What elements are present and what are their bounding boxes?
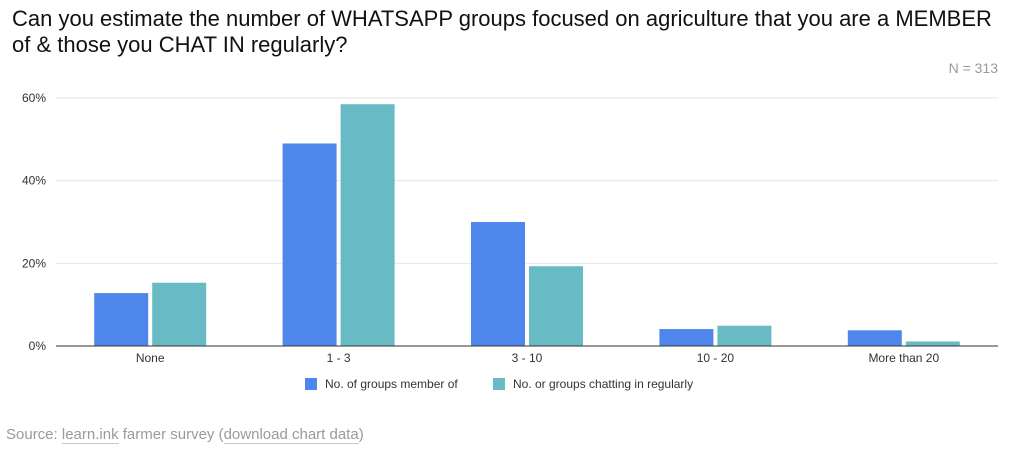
- legend-label: No. or groups chatting in regularly: [513, 377, 693, 391]
- source-prefix: Source:: [6, 426, 62, 443]
- bar: [152, 282, 207, 346]
- y-tick-label: 20%: [22, 256, 46, 270]
- x-tick-label: 1 - 3: [327, 351, 351, 365]
- bar: [94, 293, 149, 346]
- y-tick-label: 60%: [22, 91, 46, 105]
- source-middle: farmer survey (: [118, 426, 224, 443]
- x-tick-label: None: [136, 351, 165, 365]
- y-tick-label: 0%: [29, 339, 47, 353]
- bar: [529, 266, 583, 346]
- y-tick-label: 40%: [22, 174, 46, 188]
- bar: [659, 329, 714, 346]
- source-suffix: ): [358, 426, 364, 443]
- legend-label: No. of groups member of: [325, 377, 458, 391]
- bar: [905, 341, 960, 346]
- download-chart-data-link[interactable]: download chart data: [223, 426, 359, 444]
- source-line: Source: learn.ink farmer survey (downloa…: [6, 426, 364, 444]
- learn-ink-link[interactable]: learn.ink: [61, 426, 119, 444]
- bar: [717, 325, 772, 346]
- x-tick-label: 10 - 20: [697, 351, 735, 365]
- sample-size-label: N = 313: [948, 60, 998, 76]
- x-tick-label: 3 - 10: [512, 351, 543, 365]
- legend-swatch: [493, 378, 505, 390]
- bar: [847, 330, 902, 346]
- legend-swatch: [305, 378, 317, 390]
- bar: [471, 222, 525, 346]
- bar-chart: 0% 20% 40% 60% None 1 - 3 3 - 10 10 - 20 More th…: [22, 91, 998, 391]
- bar: [282, 143, 337, 346]
- bar: [340, 104, 395, 346]
- chart-title: Can you estimate the number of WHATSAPP …: [12, 6, 992, 57]
- x-tick-label: More than 20: [868, 351, 939, 365]
